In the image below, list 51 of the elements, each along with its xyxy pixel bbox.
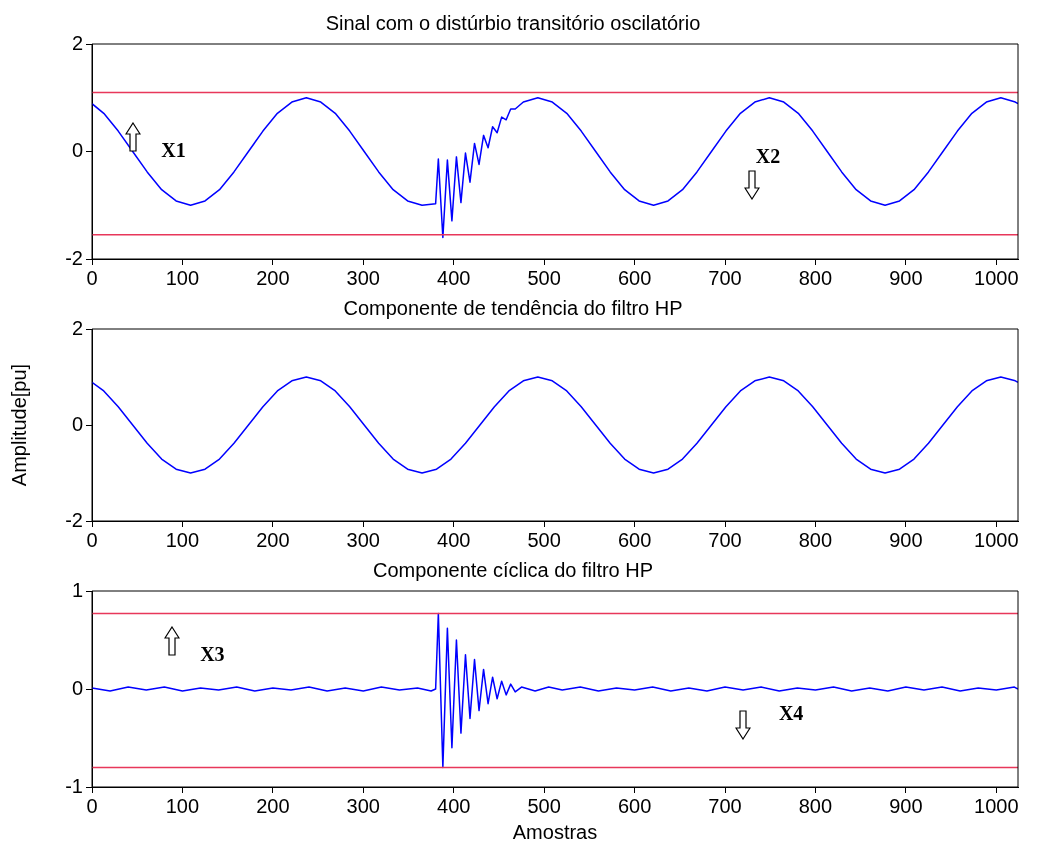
- chart-title: Componente de tendência do filtro HP: [343, 296, 683, 319]
- x-tick-label: 1000: [974, 266, 1019, 289]
- x-tick-label: 400: [437, 794, 471, 817]
- x-tick-label: 300: [346, 528, 380, 551]
- x-tick-label: 200: [256, 266, 290, 289]
- x-tick-label: 900: [889, 528, 923, 551]
- x-tick-label: 100: [165, 794, 200, 817]
- chart-title: Sinal com o distúrbio transitório oscilatório: [325, 11, 701, 34]
- y-tick-label: 0: [71, 676, 83, 699]
- y-tick-label: -1: [65, 774, 83, 797]
- y-tick-label: 0: [71, 139, 83, 162]
- annotation: X1: [161, 138, 186, 161]
- x-tick-label: 0: [86, 266, 98, 289]
- x-tick-label: 500: [527, 794, 561, 817]
- x-tick-label: 800: [798, 528, 833, 551]
- y-tick-label: 2: [71, 316, 83, 339]
- x-tick-label: 800: [798, 266, 833, 289]
- x-tick-label: 100: [165, 266, 200, 289]
- x-tick-label: 200: [256, 528, 290, 551]
- x-axis-title: Amostras: [512, 820, 598, 843]
- x-tick-label: 300: [346, 266, 380, 289]
- x-tick-label: 700: [708, 266, 742, 289]
- annotation: X4: [778, 701, 804, 724]
- x-tick-label: 900: [889, 266, 923, 289]
- x-tick-label: 500: [527, 266, 561, 289]
- y-tick-label: 1: [71, 578, 83, 601]
- y-axis-title: Amplitude[pu]: [7, 363, 30, 487]
- annotation: X3: [200, 642, 225, 665]
- y-tick-label: 0: [71, 412, 83, 435]
- x-tick-label: 600: [617, 266, 652, 289]
- x-tick-label: 700: [708, 794, 742, 817]
- x-tick-label: 400: [437, 266, 471, 289]
- x-tick-label: 600: [617, 794, 652, 817]
- x-tick-label: 300: [346, 794, 380, 817]
- x-tick-label: 200: [256, 794, 290, 817]
- x-tick-label: 1000: [974, 528, 1019, 551]
- x-tick-label: 700: [708, 528, 742, 551]
- x-tick-label: 1000: [974, 794, 1019, 817]
- x-tick-label: 600: [617, 528, 652, 551]
- x-tick-label: 500: [527, 528, 561, 551]
- x-tick-label: 0: [86, 528, 98, 551]
- y-tick-label: -2: [65, 246, 83, 269]
- x-tick-label: 900: [889, 794, 923, 817]
- x-tick-label: 0: [86, 794, 98, 817]
- y-tick-label: -2: [65, 508, 83, 531]
- annotation: X2: [755, 145, 781, 168]
- y-tick-label: 2: [71, 31, 83, 54]
- x-tick-label: 100: [165, 528, 200, 551]
- x-tick-label: 400: [437, 528, 471, 551]
- chart-title: Componente cíclica do filtro HP: [372, 558, 654, 581]
- x-tick-label: 800: [798, 794, 833, 817]
